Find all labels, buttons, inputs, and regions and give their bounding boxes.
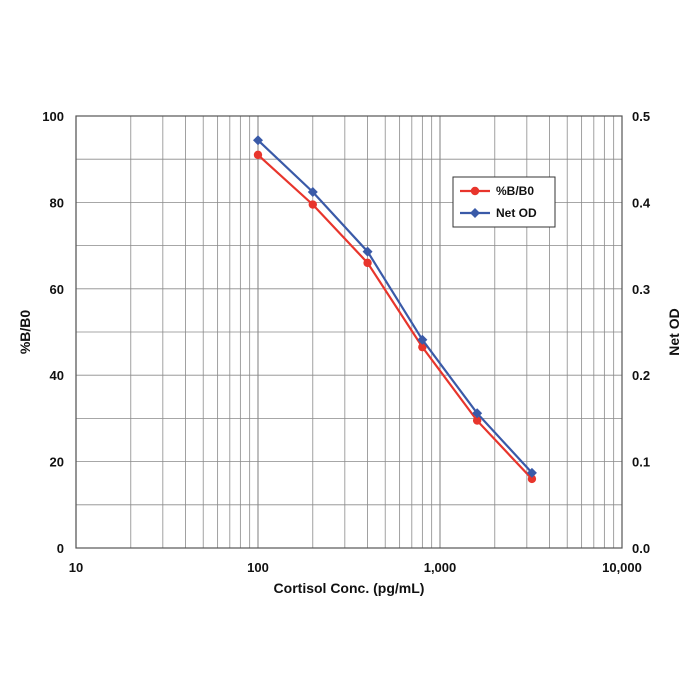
y-tick-label: 80 [50, 195, 64, 210]
x-tick-label: 10,000 [602, 560, 642, 575]
y-tick-labels: 0 20 40 60 80 100 [42, 109, 64, 556]
data-point [527, 474, 537, 484]
y2-tick-label: 0.5 [632, 109, 650, 124]
data-point [308, 200, 317, 209]
y2-tick-label: 0.2 [632, 368, 650, 383]
x-axis-label: Cortisol Conc. (pg/mL) [274, 580, 425, 596]
y2-axis-label: Net OD [666, 308, 682, 355]
data-point [418, 342, 427, 352]
legend-marker [470, 208, 480, 218]
data-point [307, 187, 318, 198]
legend-label: %B/B0 [496, 184, 534, 198]
y-axis-label: %B/B0 [17, 310, 33, 355]
y-tick-label: 0 [57, 541, 64, 556]
x-tick-label: 10 [69, 560, 83, 575]
y2-tick-label: 0.4 [632, 195, 651, 210]
x-tick-label: 1,000 [424, 560, 457, 575]
legend-label: Net OD [496, 206, 537, 220]
y-tick-label: 60 [50, 282, 64, 297]
data-point [363, 258, 372, 268]
series--b-b0 [253, 150, 537, 484]
legend: %B/B0 Net OD [452, 176, 556, 228]
x-tick-labels: 10 100 1,000 10,000 [69, 560, 642, 575]
y-tick-label: 100 [42, 109, 64, 124]
plot-frame [75, 115, 623, 549]
data-point [472, 416, 482, 425]
data-point [253, 150, 263, 160]
y2-tick-label: 0.3 [632, 282, 650, 297]
data-point [472, 408, 483, 419]
series-line [257, 139, 533, 474]
data-point [362, 246, 373, 257]
y2-tick-labels: 0.0 0.1 0.2 0.3 0.4 0.5 [632, 109, 651, 556]
plot-grid [75, 115, 622, 549]
y-tick-label: 40 [50, 368, 64, 383]
legend-box [452, 176, 556, 228]
series-line [257, 154, 533, 480]
series-net-od [253, 135, 537, 478]
legend-marker [470, 186, 480, 196]
y2-tick-label: 0.0 [632, 541, 650, 556]
data-point [253, 135, 263, 146]
x-tick-label: 100 [247, 560, 269, 575]
data-point [526, 467, 537, 478]
series-layer [253, 135, 537, 484]
data-point [417, 334, 428, 345]
y-tick-label: 20 [50, 455, 64, 470]
y2-tick-label: 0.1 [632, 455, 650, 470]
